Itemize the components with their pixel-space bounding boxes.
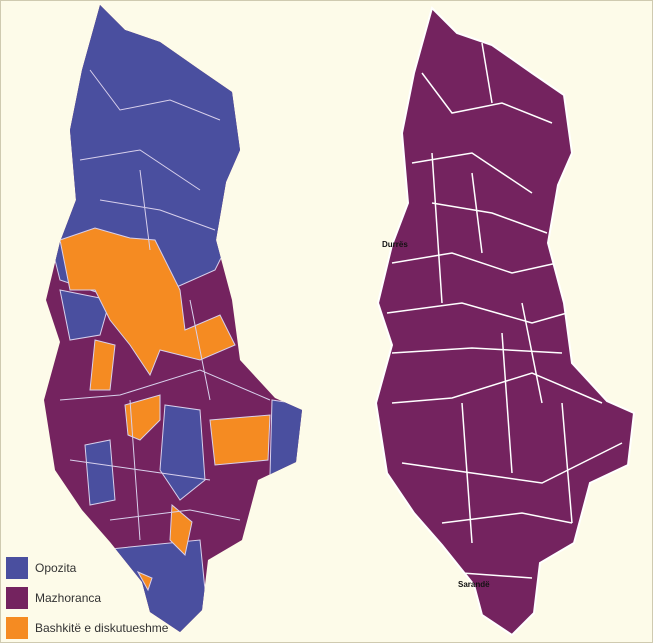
legend-label: Opozita [35, 561, 77, 575]
city-label-sarande: Sarandë [458, 580, 490, 589]
region-disputed-5 [169, 503, 193, 557]
legend: Opozita Mazhoranca Bashkitë e diskutuesh… [6, 553, 168, 643]
legend-item-disputed: Bashkitë e diskutueshme [6, 613, 168, 643]
legend-swatch [6, 557, 28, 579]
region-opposition-southwest [84, 439, 116, 506]
legend-swatch [6, 587, 28, 609]
right-map-municipalities [374, 6, 636, 637]
region-disputed-4 [209, 414, 271, 466]
legend-item-majority: Mazhoranca [6, 583, 168, 613]
legend-label: Bashkitë e diskutueshme [35, 621, 169, 635]
region-disputed-1 [59, 227, 236, 377]
right-map-outline [374, 6, 636, 637]
legend-item-opposition: Opozita [6, 553, 168, 583]
region-opposition-southcenter [159, 404, 206, 501]
region-opposition-center [59, 289, 111, 341]
region-opposition-east [269, 399, 302, 476]
region-disputed-6 [136, 570, 153, 592]
legend-label: Mazhoranca [35, 591, 102, 605]
legend-swatch [6, 617, 28, 639]
region-disputed-2 [89, 339, 116, 391]
city-label-durres: Durrës [382, 240, 408, 249]
region-disputed-3 [124, 394, 161, 441]
